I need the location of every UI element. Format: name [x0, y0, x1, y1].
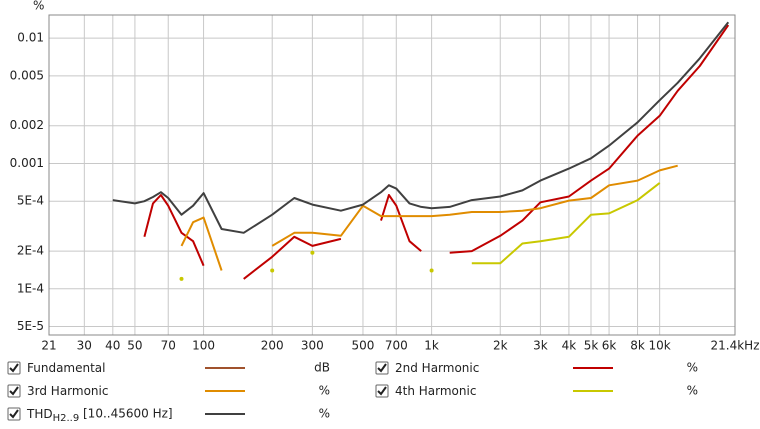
legend-name: 4th Harmonic	[395, 384, 476, 398]
series-line	[380, 194, 422, 252]
legend-name: THD	[26, 407, 53, 421]
x-tick-label: 70	[161, 339, 176, 353]
legend-item: Fundamental dB	[7, 361, 330, 375]
y-tick-label: 2E-4	[17, 244, 44, 258]
y-tick-label: 5E-4	[17, 194, 44, 208]
x-tick-label: 500	[352, 339, 375, 353]
y-unit: %	[33, 0, 44, 13]
x-tick-label: 6k	[602, 339, 617, 353]
legend-label: 4th Harmonic	[395, 384, 476, 398]
x-tick-label: 5k	[584, 339, 599, 353]
legend-item: 2nd Harmonic%	[375, 361, 698, 375]
series-line	[471, 182, 661, 265]
legend-unit: dB	[314, 361, 330, 375]
plot-area	[48, 14, 736, 336]
y-tick-label: 0.005	[10, 68, 44, 82]
x-tick-label: 21.4kHz	[711, 339, 760, 353]
x-tick-label: 4k	[562, 339, 577, 353]
legend-item: 3rd Harmonic%	[7, 384, 330, 398]
checkmark	[377, 363, 387, 373]
x-tick-label: 8k	[630, 339, 645, 353]
x-tick-label: 200	[261, 339, 284, 353]
x-tick-label: 50	[127, 339, 142, 353]
x-tick-label: 40	[105, 339, 120, 353]
x-tick-label: 100	[192, 339, 215, 353]
series-line	[271, 164, 678, 247]
legend-name: 2nd Harmonic	[395, 361, 479, 375]
x-tick-label: 700	[385, 339, 408, 353]
legend-label: 2nd Harmonic	[395, 361, 479, 375]
legend-item: 4th Harmonic%	[375, 384, 698, 398]
legend-unit: %	[319, 384, 330, 398]
legend-label: 3rd Harmonic	[27, 384, 108, 398]
x-tick-label: 21	[41, 339, 56, 353]
y-tick-label: 0.01	[17, 31, 44, 45]
series-line	[243, 235, 342, 280]
legend-subscript: H2..9	[53, 413, 80, 424]
legend-item: THDH2..9 [10..45600 Hz]%	[7, 407, 330, 425]
checkmark	[9, 363, 19, 373]
series-line	[112, 21, 730, 234]
x-tick-label: 3k	[533, 339, 548, 353]
legend-label: THDH2..9	[26, 407, 79, 425]
checkmark	[9, 386, 19, 396]
legend-label: Fundamental	[27, 361, 106, 375]
y-tick-label: 5E-5	[17, 319, 44, 333]
legend-name: Fundamental	[27, 361, 106, 375]
legend-range: [10..45600 Hz]	[83, 407, 173, 421]
series-line	[143, 194, 205, 267]
x-tick-label: 1k	[424, 339, 439, 353]
y-tick-label: 1E-4	[17, 281, 44, 295]
y-tick-label: 0.002	[10, 118, 44, 132]
y-tick-label: 0.001	[10, 156, 44, 170]
x-tick-label: 300	[301, 339, 324, 353]
series-point	[179, 276, 184, 281]
legend-unit: %	[687, 361, 698, 375]
series-line	[180, 216, 223, 271]
series-point	[429, 268, 434, 273]
x-tick-label: 2k	[493, 339, 508, 353]
series-line	[449, 24, 730, 254]
legend-unit: %	[687, 384, 698, 398]
checkmark	[9, 409, 19, 419]
x-tick-label: 10k	[649, 339, 671, 353]
legend-unit: %	[319, 407, 330, 421]
x-tick-label: 30	[77, 339, 92, 353]
legend-name: 3rd Harmonic	[27, 384, 108, 398]
series-point	[270, 268, 275, 273]
series-point	[310, 250, 315, 255]
plot-frame	[48, 14, 736, 336]
checkmark	[377, 386, 387, 396]
